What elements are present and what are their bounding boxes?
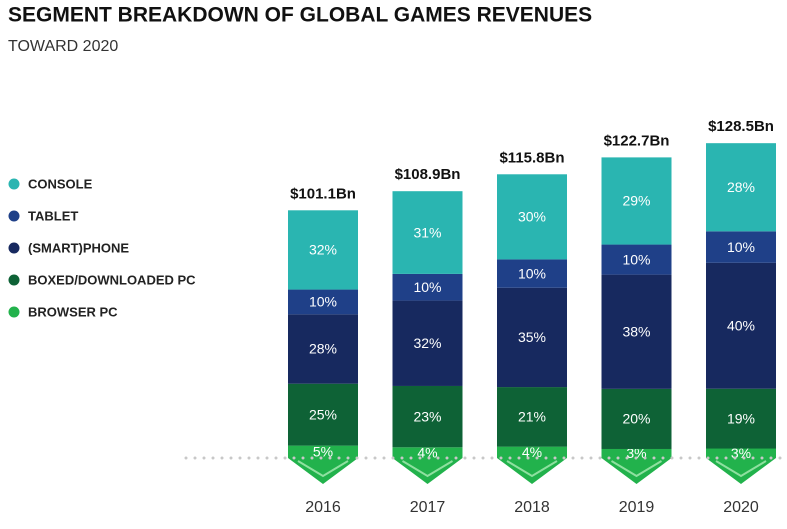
bar-segment <box>706 262 776 389</box>
total-label: $108.9Bn <box>395 166 461 183</box>
legend-label: TABLET <box>28 208 78 223</box>
value-label: 30% <box>518 209 546 225</box>
value-label: 19% <box>727 410 755 426</box>
legend-swatch <box>8 210 20 222</box>
bar-segment <box>288 314 358 384</box>
value-label: 4% <box>522 444 542 460</box>
bar-segment <box>601 157 672 245</box>
legend-label: CONSOLE <box>28 176 93 191</box>
bar-segment <box>601 388 672 449</box>
bar-segment <box>497 287 567 388</box>
legend-swatch <box>8 178 20 190</box>
value-label: 31% <box>413 224 441 240</box>
bar-segment <box>497 387 567 447</box>
x-tick-label: 2020 <box>723 499 759 516</box>
value-label: 21% <box>518 409 546 425</box>
bar-segment <box>288 210 358 290</box>
legend-swatch <box>8 242 20 254</box>
value-label: 3% <box>626 445 646 461</box>
bar-segment <box>706 143 776 232</box>
bar-segment <box>497 259 567 288</box>
chevron <box>506 460 558 478</box>
value-label: 10% <box>622 251 650 267</box>
x-tick-label: 2017 <box>410 499 446 516</box>
bar-segment <box>706 231 776 263</box>
chart-subtitle: TOWARD 2020 <box>8 38 118 55</box>
total-label: $122.7Bn <box>604 132 670 149</box>
chevron <box>715 460 767 478</box>
bar-segment <box>392 385 463 448</box>
chart-title: SEGMENT BREAKDOWN OF GLOBAL GAMES REVENU… <box>8 4 592 27</box>
x-tick-label: 2019 <box>619 499 655 516</box>
bar-segment <box>392 447 463 484</box>
value-label: 5% <box>313 444 333 460</box>
value-label: 32% <box>413 335 441 351</box>
bar-segment <box>601 274 672 389</box>
bar-segment <box>601 244 672 275</box>
bar-segment <box>497 174 567 260</box>
value-label: 29% <box>622 193 650 209</box>
x-tick-label: 2016 <box>305 499 341 516</box>
bar-segment <box>497 446 567 484</box>
bar-segment <box>288 289 358 315</box>
value-label: 28% <box>727 179 755 195</box>
bar-segment <box>392 300 463 386</box>
legend-swatch <box>8 306 20 318</box>
value-label: 20% <box>622 411 650 427</box>
value-label: 35% <box>518 329 546 345</box>
value-label: 10% <box>518 265 546 281</box>
x-tick-label: 2018 <box>514 499 550 516</box>
value-label: 25% <box>309 406 337 422</box>
chevron <box>610 460 663 478</box>
total-label: $115.8Bn <box>499 149 564 166</box>
value-label: 4% <box>417 444 437 460</box>
total-label: $128.5Bn <box>708 118 774 135</box>
value-label: 38% <box>622 323 650 339</box>
bar-segment <box>392 191 463 274</box>
value-label: 23% <box>413 408 441 424</box>
legend-label: (SMART)PHONE <box>28 240 129 255</box>
value-label: 32% <box>309 242 337 258</box>
legend-label: BROWSER PC <box>28 304 118 319</box>
total-label: $101.1Bn <box>290 185 356 202</box>
value-label: 28% <box>309 341 337 357</box>
value-label: 10% <box>727 239 755 255</box>
value-label: 10% <box>413 279 441 295</box>
value-label: 10% <box>309 294 337 310</box>
legend-swatch <box>8 274 20 286</box>
bar-segment <box>706 448 776 484</box>
bar-segment <box>288 383 358 446</box>
bar-segment <box>392 273 463 301</box>
value-label: 40% <box>727 317 755 333</box>
chevron <box>401 460 454 478</box>
bar-segment <box>706 388 776 449</box>
legend-label: BOXED/DOWNLOADED PC <box>28 272 196 287</box>
bar-segment <box>288 445 358 484</box>
chevron <box>297 460 349 478</box>
